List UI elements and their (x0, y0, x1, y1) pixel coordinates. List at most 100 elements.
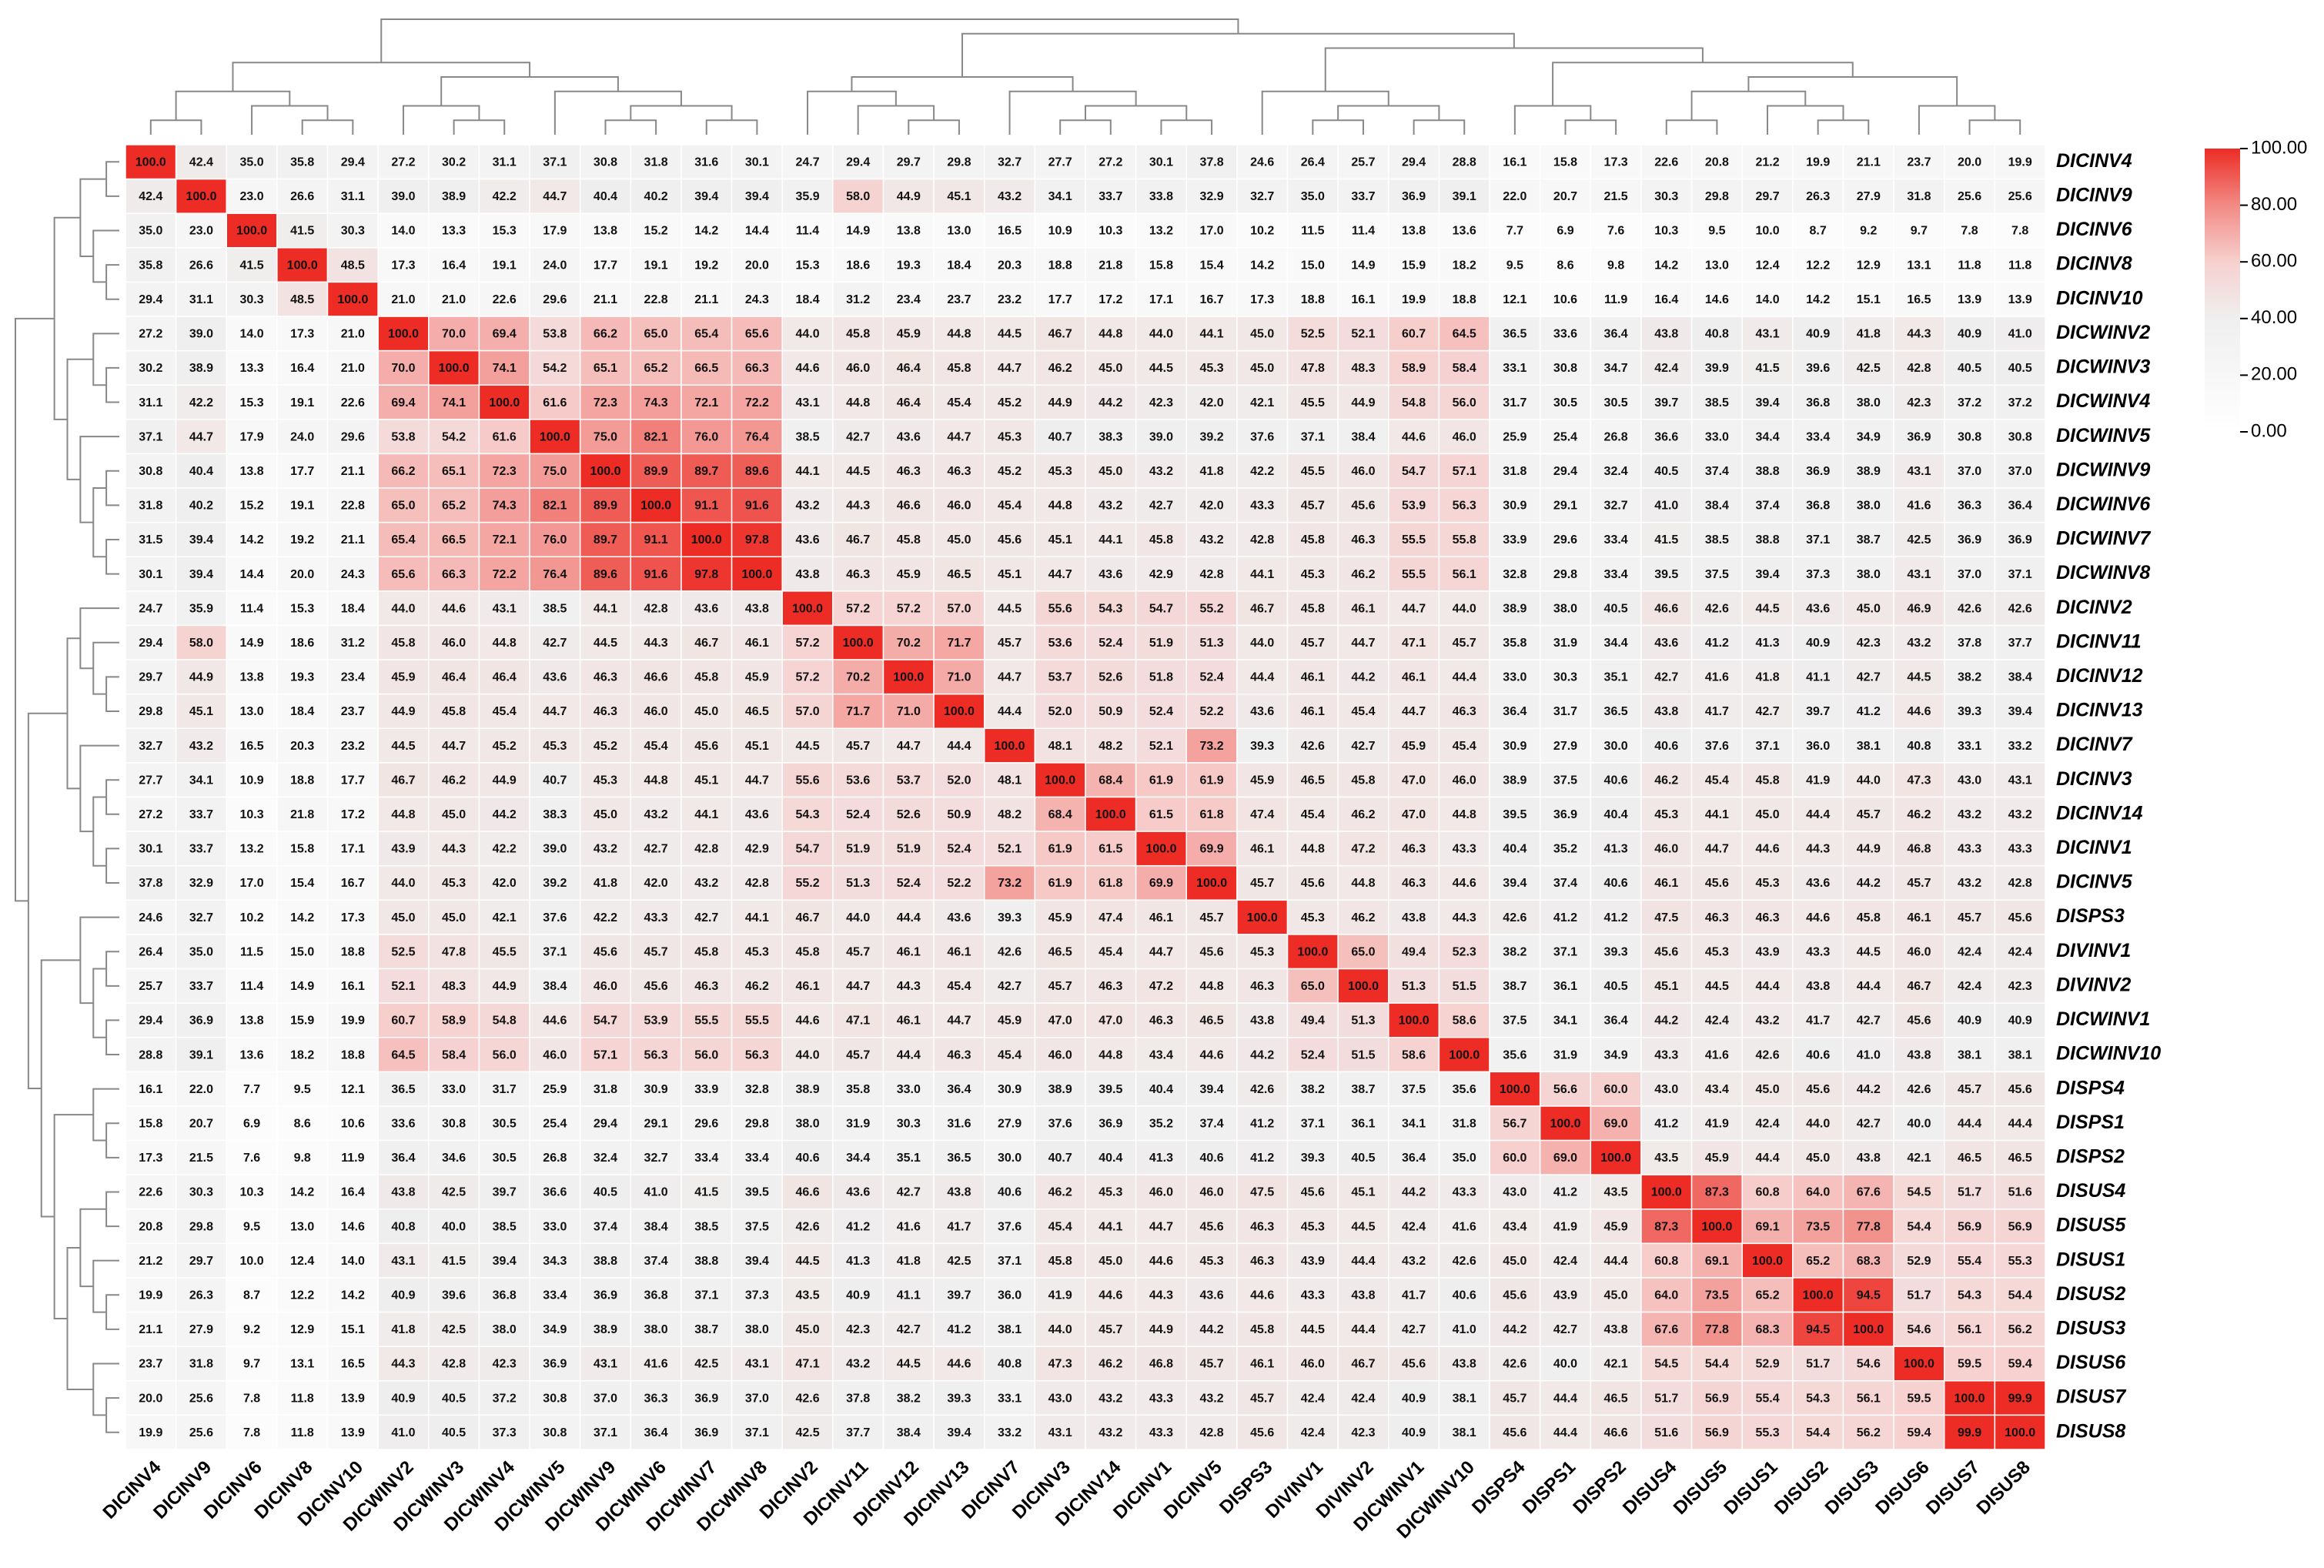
cell-label: 42.5 (947, 1255, 971, 1268)
cell-label: 39.3 (1958, 705, 1981, 718)
cell-label: 16.7 (1200, 293, 1224, 306)
cell-label: 46.7 (795, 911, 819, 924)
cell-label: 77.8 (1857, 1220, 1881, 1233)
cell-label: 44.0 (391, 877, 415, 890)
cell-label: 38.1 (1453, 1426, 1476, 1439)
cell-label: 35.8 (846, 1083, 870, 1096)
cell-label: 38.8 (594, 1255, 617, 1268)
cell-label: 41.0 (1857, 1048, 1881, 1061)
heatmap-cell (1185, 247, 1238, 283)
cell-label: 11.8 (2008, 259, 2031, 272)
cell-label: 91.6 (644, 568, 668, 581)
cell-label: 38.9 (1503, 774, 1526, 787)
cell-label: 41.8 (1200, 465, 1224, 478)
cell-label: 52.9 (1907, 1255, 1931, 1268)
cell-label: 47.8 (442, 945, 466, 958)
cell-label: 43.1 (594, 1358, 617, 1371)
cell-label: 56.9 (2008, 1220, 2032, 1233)
cell-label: 42.3 (1351, 1426, 1375, 1439)
cell-label: 42.8 (2008, 877, 2032, 890)
cell-label: 20.3 (998, 259, 1022, 272)
cell-label: 46.3 (1402, 877, 1426, 890)
heatmap-cell (1034, 178, 1086, 214)
cell-label: 38.1 (1453, 1392, 1476, 1405)
heatmap-cell (1185, 316, 1238, 352)
cell-label: 41.0 (1453, 1323, 1476, 1336)
cell-label: 56.9 (1705, 1392, 1729, 1405)
cell-label: 15.8 (1553, 156, 1577, 169)
heatmap-cell (1034, 281, 1086, 317)
cell-label: 36.8 (1806, 500, 1830, 513)
colorbar-tick-label: 0.00 (2251, 420, 2287, 441)
cell-label: 36.4 (2008, 500, 2032, 513)
cell-label: 17.7 (1048, 293, 1072, 306)
cell-label: 44.2 (1503, 1323, 1526, 1336)
dendrogram-branch (553, 90, 682, 135)
heatmap-cell (983, 212, 1036, 249)
cell-label: 24.3 (745, 293, 769, 306)
cell-label: 36.4 (644, 1426, 668, 1439)
cell-label: 43.2 (1958, 877, 1981, 890)
heatmap-cell (1640, 281, 1693, 317)
heatmap-cell (1489, 178, 1541, 214)
cell-label: 40.6 (1200, 1152, 1224, 1165)
cell-label: 37.1 (745, 1426, 769, 1439)
heatmap-cell (428, 247, 480, 283)
cell-label: 45.0 (1604, 1289, 1628, 1302)
dendrogram-branch (92, 487, 107, 558)
cell-label: 25.4 (543, 1117, 567, 1130)
cell-label: 45.3 (1200, 1255, 1224, 1268)
cell-label: 44.7 (1402, 705, 1426, 718)
cell-label: 44.4 (1755, 1152, 1779, 1165)
cell-label: 30.3 (189, 1186, 213, 1199)
cell-label: 43.2 (1200, 1392, 1224, 1405)
cell-label: 40.8 (1705, 328, 1729, 341)
cell-label: 31.9 (846, 1117, 870, 1130)
cell-label: 42.8 (1200, 568, 1224, 581)
cell-label: 30.9 (1503, 740, 1526, 753)
heatmap-cell (125, 144, 177, 180)
cell-label: 50.9 (1098, 705, 1122, 718)
cell-label: 38.4 (1705, 500, 1729, 513)
heatmap-cell (579, 178, 632, 214)
cell-label: 23.2 (341, 740, 365, 753)
cell-label: 45.0 (391, 911, 415, 924)
cell-label: 45.4 (1705, 774, 1729, 787)
cell-label: 16.5 (341, 1358, 365, 1371)
cell-label: 42.4 (139, 190, 162, 203)
cell-label: 65.0 (644, 328, 668, 341)
heatmap-cell (529, 349, 581, 386)
cell-label: 89.9 (594, 500, 617, 513)
dendrogram-branch (1261, 90, 1389, 135)
cell-label: 55.2 (795, 877, 819, 890)
cell-label: 33.7 (189, 843, 213, 856)
cell-label: 10.2 (240, 911, 264, 924)
cell-label: 66.2 (594, 328, 617, 341)
cell-label: 45.5 (1301, 396, 1325, 410)
cell-label: 38.9 (442, 190, 466, 203)
cell-label: 54.3 (1098, 602, 1122, 615)
cell-label: 29.8 (189, 1220, 213, 1233)
cell-label: 44.7 (1149, 945, 1173, 958)
cell-label: 51.8 (1149, 671, 1173, 684)
column-label: DISUS5 (1670, 1457, 1731, 1519)
cell-label: 38.7 (1857, 533, 1881, 547)
cell-label: 23.4 (341, 671, 365, 684)
cell-label: 7.7 (243, 1083, 260, 1096)
dendrogram (15, 18, 2021, 1433)
cell-label: 27.2 (1098, 156, 1122, 169)
cell-label: 21.5 (1604, 190, 1628, 203)
cell-label: 42.0 (1200, 500, 1224, 513)
cell-label: 25.9 (543, 1083, 567, 1096)
cell-label: 45.7 (1301, 500, 1325, 513)
cell-label: 76.4 (543, 568, 567, 581)
cell-label: 31.8 (594, 1083, 617, 1096)
cell-label: 46.6 (1604, 1426, 1628, 1439)
cell-label: 42.7 (998, 980, 1022, 993)
cell-label: 45.4 (998, 500, 1022, 513)
cell-label: 43.4 (1705, 1083, 1729, 1096)
heatmap-cell (326, 178, 379, 214)
cell-label: 29.7 (139, 671, 162, 684)
cell-label: 91.1 (644, 533, 668, 547)
cell-label: 56.1 (1958, 1323, 1981, 1336)
